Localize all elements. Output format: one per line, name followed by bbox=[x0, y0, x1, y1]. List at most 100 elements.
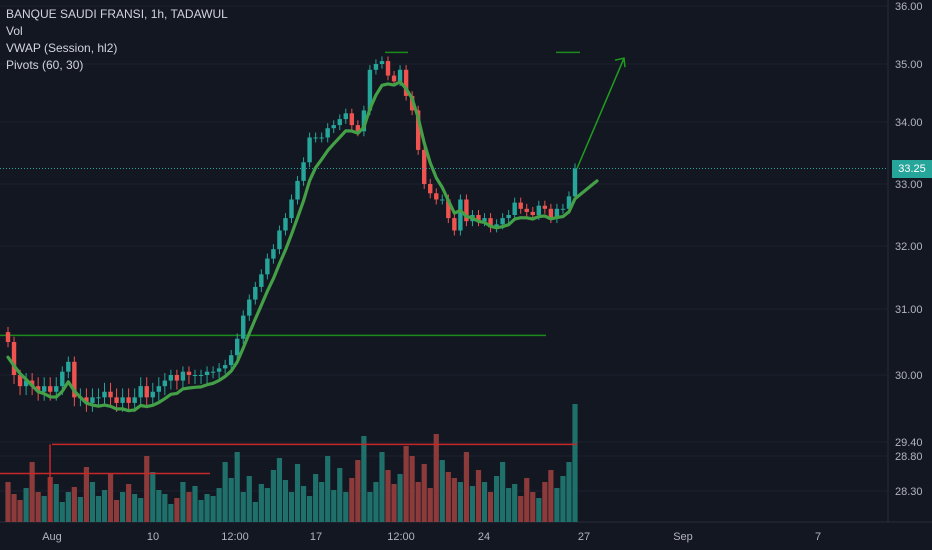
candle-body[interactable] bbox=[96, 397, 101, 399]
candle-body[interactable] bbox=[289, 199, 294, 219]
candle-body[interactable] bbox=[542, 205, 548, 209]
candle-body[interactable] bbox=[241, 315, 246, 339]
candle-body[interactable] bbox=[488, 218, 493, 228]
candle-body[interactable] bbox=[518, 202, 523, 209]
candle-body[interactable] bbox=[23, 380, 29, 387]
candle-body[interactable] bbox=[446, 199, 451, 219]
candle-body[interactable] bbox=[566, 196, 572, 209]
candle-body[interactable] bbox=[385, 61, 391, 76]
candle-body[interactable] bbox=[186, 371, 192, 375]
candle-body[interactable] bbox=[162, 380, 168, 387]
candle-body[interactable] bbox=[253, 286, 258, 300]
candle-body[interactable] bbox=[180, 371, 186, 381]
candle-body[interactable] bbox=[572, 168, 578, 197]
candle-body[interactable] bbox=[35, 386, 41, 392]
candle-body[interactable] bbox=[422, 149, 427, 184]
candle-body[interactable] bbox=[403, 69, 409, 96]
candle-body[interactable] bbox=[126, 397, 131, 403]
candle-body[interactable] bbox=[259, 274, 264, 287]
candle-body[interactable] bbox=[349, 113, 355, 126]
candle-body[interactable] bbox=[560, 208, 566, 210]
candle-body[interactable] bbox=[434, 193, 439, 200]
candle-body[interactable] bbox=[235, 338, 240, 356]
candle-body[interactable] bbox=[530, 211, 535, 215]
indicator-pivots[interactable]: Pivots (60, 30) bbox=[6, 58, 84, 72]
candle-body[interactable] bbox=[343, 113, 348, 120]
candle-body[interactable] bbox=[247, 299, 252, 316]
symbol-title[interactable]: BANQUE SAUDI FRANSI, 1h, TADAWUL bbox=[6, 7, 228, 21]
candlesticks[interactable] bbox=[5, 56, 578, 412]
candle-body[interactable] bbox=[548, 208, 554, 219]
candle-body[interactable] bbox=[198, 375, 204, 376]
candle-body[interactable] bbox=[524, 208, 529, 212]
indicator-vol[interactable]: Vol bbox=[6, 24, 23, 38]
candle-body[interactable] bbox=[54, 386, 59, 392]
candle-body[interactable] bbox=[331, 125, 336, 129]
candle-body[interactable] bbox=[210, 371, 216, 373]
candle-body[interactable] bbox=[512, 202, 517, 215]
candle-body[interactable] bbox=[301, 162, 306, 181]
candle-body[interactable] bbox=[337, 119, 342, 126]
candle-body[interactable] bbox=[277, 230, 282, 250]
candle-body[interactable] bbox=[192, 375, 198, 376]
candle-body[interactable] bbox=[265, 258, 270, 275]
candle-body[interactable] bbox=[222, 365, 228, 369]
candle-body[interactable] bbox=[307, 137, 312, 163]
candle-body[interactable] bbox=[90, 397, 95, 403]
candle-body[interactable] bbox=[216, 368, 222, 372]
indicator-vwap[interactable]: VWAP (Session, hl2) bbox=[6, 41, 118, 55]
candle-body[interactable] bbox=[102, 391, 107, 398]
candle-body[interactable] bbox=[440, 199, 445, 201]
candle-body[interactable] bbox=[319, 137, 324, 139]
candle-body[interactable] bbox=[41, 386, 47, 392]
candle-body[interactable] bbox=[108, 391, 113, 398]
candle-body[interactable] bbox=[168, 375, 174, 381]
candle-body[interactable] bbox=[60, 371, 65, 387]
candle-body[interactable] bbox=[11, 342, 17, 375]
volume-bar bbox=[240, 492, 246, 522]
candle-body[interactable] bbox=[132, 397, 137, 403]
price-axis[interactable]: 36.00 35.00 34.00 33.00 32.00 31.00 30.00 29.40… bbox=[895, 1, 923, 498]
candle-body[interactable] bbox=[114, 397, 119, 403]
candle-body[interactable] bbox=[506, 215, 511, 219]
candle-body[interactable] bbox=[415, 110, 421, 150]
candle-body[interactable] bbox=[72, 361, 77, 398]
candle-body[interactable] bbox=[17, 375, 23, 387]
candle-body[interactable] bbox=[494, 224, 499, 228]
candle-body[interactable] bbox=[458, 199, 463, 231]
candle-body[interactable] bbox=[428, 184, 433, 194]
candle-body[interactable] bbox=[397, 69, 403, 82]
candle-body[interactable] bbox=[174, 375, 180, 381]
candle-body[interactable] bbox=[391, 75, 397, 82]
candle-body[interactable] bbox=[295, 180, 300, 200]
candle-body[interactable] bbox=[283, 218, 288, 231]
candle-body[interactable] bbox=[48, 386, 53, 392]
candle-body[interactable] bbox=[84, 397, 89, 403]
candle-body[interactable] bbox=[144, 386, 149, 398]
candle-body[interactable] bbox=[554, 208, 560, 219]
candle-body[interactable] bbox=[228, 355, 234, 366]
candle-body[interactable] bbox=[500, 218, 505, 225]
candle-body[interactable] bbox=[66, 361, 71, 372]
candle-body[interactable] bbox=[367, 69, 373, 111]
candle-body[interactable] bbox=[138, 386, 143, 398]
candle-body[interactable] bbox=[452, 218, 457, 231]
candle-body[interactable] bbox=[536, 205, 542, 215]
candle-body[interactable] bbox=[464, 199, 469, 222]
candle-body[interactable] bbox=[325, 128, 330, 138]
candle-body[interactable] bbox=[120, 397, 125, 403]
candle-body[interactable] bbox=[150, 391, 155, 398]
candle-body[interactable] bbox=[482, 218, 487, 222]
candle-body[interactable] bbox=[313, 137, 318, 139]
candle-body[interactable] bbox=[271, 249, 276, 259]
candle-body[interactable] bbox=[355, 125, 361, 132]
time-axis[interactable]: Aug 10 12:00 17 12:00 24 27 Sep 7 bbox=[42, 531, 821, 543]
candle-body[interactable] bbox=[361, 110, 367, 132]
candle-body[interactable] bbox=[379, 61, 385, 64]
candle-body[interactable] bbox=[204, 371, 210, 375]
candle-body[interactable] bbox=[373, 64, 379, 70]
candle-body[interactable] bbox=[156, 386, 161, 392]
candle-body[interactable] bbox=[5, 332, 11, 342]
candle-body[interactable] bbox=[476, 215, 481, 222]
